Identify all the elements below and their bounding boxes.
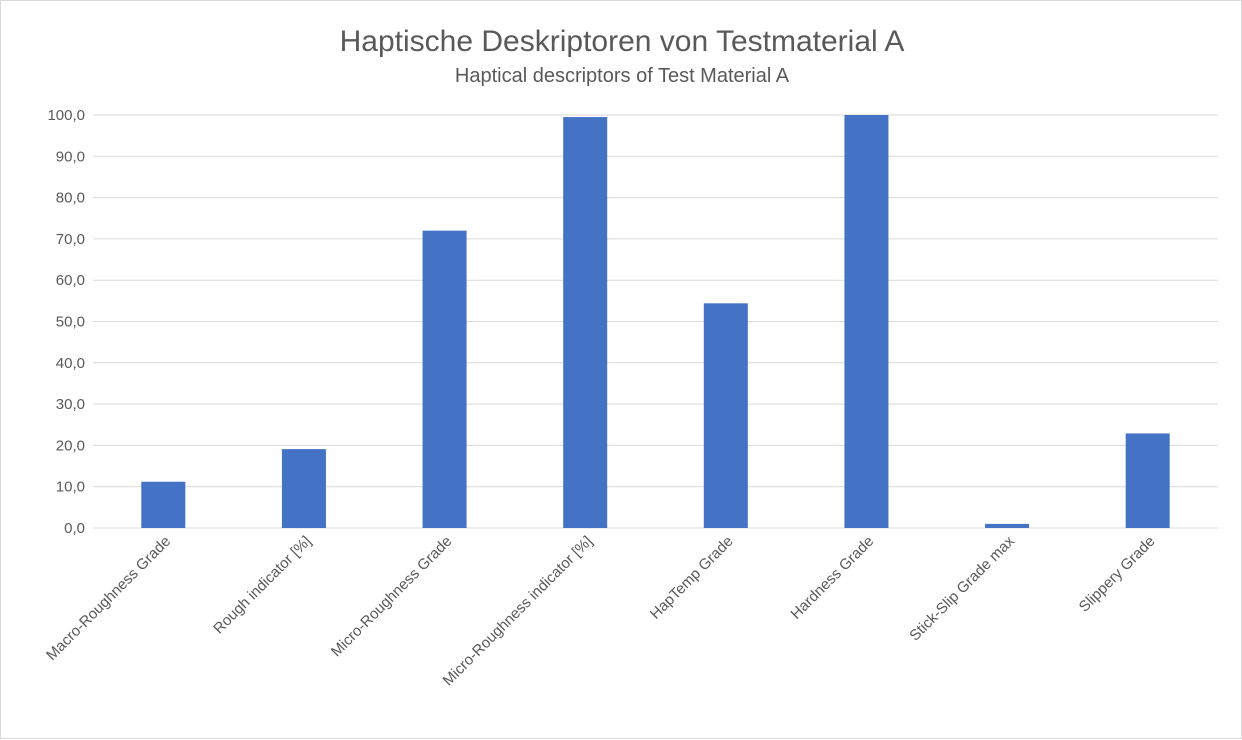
y-tick-label: 20,0 (56, 437, 85, 454)
y-tick-label: 70,0 (56, 231, 85, 248)
x-tick-label: Macro-Roughness Grade (43, 533, 174, 664)
chart-subtitle: Haptical descriptors of Test Material A (454, 65, 790, 87)
y-tick-label: 40,0 (56, 355, 85, 372)
bar (422, 230, 467, 528)
y-tick-label: 100,0 (47, 107, 85, 124)
x-tick-label: Hardness Grade (787, 533, 877, 623)
y-tick-label: 0,0 (64, 520, 85, 537)
x-tick-label: HapTemp Grade (647, 533, 737, 623)
bar (141, 481, 186, 528)
bars (141, 115, 1170, 528)
x-tick-label: Stick-Slip Grade max (906, 532, 1018, 644)
y-tick-label: 10,0 (56, 479, 85, 496)
bar (985, 523, 1030, 528)
y-tick-label: 30,0 (56, 396, 85, 413)
y-tick-label: 80,0 (56, 190, 85, 207)
gridlines (93, 114, 1218, 529)
bar (703, 303, 748, 528)
bar (1125, 433, 1170, 528)
x-tick-label: Micro-Roughness indicator [%] (440, 533, 596, 689)
bar (844, 115, 889, 528)
chart-title: Haptische Deskriptoren von Testmaterial … (339, 25, 905, 58)
x-axis-ticks: Macro-Roughness Grade Rough indicator [%]… (43, 532, 1158, 689)
y-tick-label: 50,0 (56, 314, 85, 331)
x-tick-label: Slippery Grade (1076, 533, 1159, 616)
x-tick-label: Micro-Roughness Grade (328, 533, 456, 661)
y-tick-label: 90,0 (56, 148, 85, 165)
x-tick-label: Rough indicator [%] (210, 533, 315, 638)
y-axis-ticks: 0,0 10,0 20,0 30,0 40,0 50,0 60,0 70,0 80,0 90,0 1… (47, 107, 85, 537)
bar (563, 117, 608, 528)
bar (281, 449, 326, 528)
y-tick-label: 60,0 (56, 272, 85, 289)
